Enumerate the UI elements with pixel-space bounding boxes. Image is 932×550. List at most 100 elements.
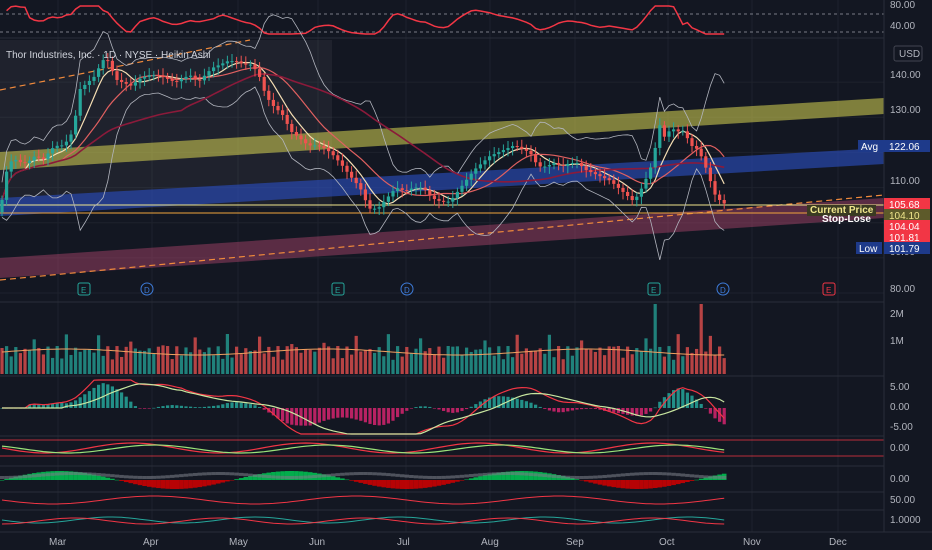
volume-bar-35	[161, 345, 165, 374]
osc2-band-19	[87, 472, 92, 476]
tag-box-close	[884, 198, 930, 210]
volume-bar-143	[658, 346, 662, 374]
osc2-band-30	[137, 475, 143, 479]
macd-hist-bar-47	[216, 405, 220, 408]
macd-hist-bar-155	[713, 408, 717, 419]
currency-badge[interactable]: USD	[893, 45, 923, 62]
osc2-band-51	[234, 472, 239, 476]
osc2-bar-138	[634, 480, 640, 489]
osc2-band-26	[119, 474, 124, 478]
osc2-bar-101	[464, 479, 469, 480]
macd-hist-bar-142	[653, 407, 657, 409]
volume-bar-12	[55, 346, 59, 374]
macd-hist-bar-115	[529, 402, 533, 408]
macd-hist-bar-93	[428, 406, 432, 408]
osc2-bar-83	[381, 480, 387, 488]
macd-hist-bar-80	[368, 408, 372, 424]
osc1-line-green	[1, 444, 725, 454]
osc2-band-29	[133, 475, 138, 479]
volume-bars	[0, 304, 726, 374]
macd-hist-bar-50	[230, 402, 234, 408]
volume-bar-76	[350, 354, 354, 374]
osc2-band-54	[248, 473, 253, 477]
candle-body-51	[235, 61, 239, 63]
volume-bar-30	[138, 350, 142, 374]
candle-body-26	[120, 79, 124, 82]
candle-body-102	[469, 173, 473, 180]
osc2-band-13	[59, 472, 65, 476]
volume-bar-114	[524, 348, 528, 374]
macd-hist-bar-112	[515, 398, 519, 408]
dashed-trendline-upper	[0, 39, 251, 91]
osc2-band-6	[27, 474, 32, 478]
volume-bar-65	[299, 352, 303, 374]
candle-body-63	[290, 123, 294, 132]
candle-body-145	[667, 131, 671, 137]
osc2-band-49	[225, 472, 230, 476]
osc2-bar-137	[629, 480, 635, 489]
volume-bar-84	[386, 334, 390, 374]
osc2-bar-128	[588, 480, 594, 483]
osc2-band-150	[689, 474, 695, 478]
candle-body-138	[635, 196, 639, 201]
candle-body-100	[460, 185, 464, 192]
osc2-bar-46	[211, 480, 216, 485]
volume-bar-0	[0, 348, 4, 374]
volume-panel	[0, 304, 726, 374]
candle-body-28	[129, 83, 133, 86]
candle-body-70	[322, 146, 326, 149]
volume-bar-131	[603, 355, 607, 374]
macd-hist-bar-128	[589, 408, 593, 409]
volume-bar-113	[520, 353, 524, 374]
osc2-band-82	[376, 472, 382, 476]
osc2-band-69	[317, 474, 322, 478]
osc2-bar-31	[142, 480, 147, 487]
osc2-band-102	[468, 474, 474, 478]
macd-hist-bar-125	[575, 408, 579, 410]
osc2-band-40	[183, 473, 189, 477]
volume-bar-132	[607, 346, 611, 374]
macd-hist-bar-28	[129, 401, 133, 408]
volume-bar-41	[189, 352, 193, 374]
bollinger-highlight	[0, 40, 332, 208]
candle-body-89	[409, 188, 413, 191]
macd-hist-bar-91	[419, 406, 423, 408]
volume-bar-141	[649, 348, 653, 374]
osc2-bar-79	[363, 480, 368, 484]
volume-bar-53	[244, 348, 248, 374]
macd-hist-bar-33	[152, 407, 156, 409]
macd-hist-bar-134	[616, 408, 620, 414]
macd-hist-bar-114	[524, 401, 528, 408]
candle-body-77	[354, 177, 358, 184]
macd-hist-bar-42	[193, 407, 197, 408]
macd-hist-bar-147	[676, 388, 680, 408]
candle-body-139	[639, 188, 643, 197]
osc2-band-120	[551, 474, 557, 478]
macd-hist-bar-130	[598, 408, 602, 410]
candle-body-42	[193, 75, 197, 80]
volume-bar-136	[626, 346, 630, 374]
candle-body-6	[28, 160, 32, 163]
month-label-jun: Jun	[309, 537, 325, 548]
candle-body-121	[557, 162, 561, 165]
volume-bar-62	[285, 346, 289, 374]
candle-body-151	[695, 145, 699, 149]
osc2-bar-48	[220, 480, 226, 483]
candle-body-120	[552, 162, 556, 165]
candle-body-22	[101, 60, 105, 69]
osc2-bar-39	[179, 480, 184, 489]
volume-bar-82	[377, 347, 381, 374]
osc2-bar-74	[340, 478, 345, 480]
osc2-band-147	[675, 473, 681, 477]
candle-body-140	[644, 178, 648, 189]
osc2-bar-34	[156, 480, 161, 489]
osc2-band-75	[344, 472, 350, 476]
volume-bar-80	[368, 348, 372, 374]
candle-body-129	[593, 172, 597, 175]
macd-hist-bar-124	[570, 408, 574, 411]
candle-body-143	[658, 125, 662, 148]
candle-body-56	[258, 69, 262, 77]
osc2-bar-95	[436, 480, 442, 486]
volume-bar-86	[396, 346, 400, 374]
